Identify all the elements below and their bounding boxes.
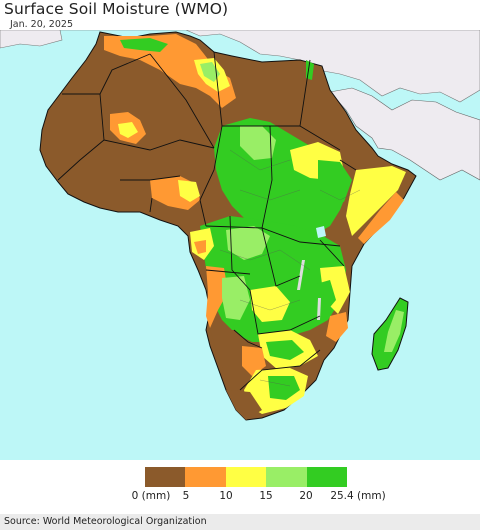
north-coast-green bbox=[120, 38, 168, 52]
north-coast-orange bbox=[104, 34, 236, 108]
source-footer: Source: World Meteorological Organizatio… bbox=[0, 514, 480, 530]
sudan-light-green bbox=[240, 126, 276, 160]
map-date: Jan. 20, 2025 bbox=[10, 19, 73, 30]
south-africa-green bbox=[268, 376, 300, 400]
ethiopia-green bbox=[318, 160, 352, 202]
gabon-orange bbox=[194, 240, 206, 254]
legend-tick-0: 0 (mm) bbox=[131, 490, 171, 502]
legend-tick-20: 20 bbox=[299, 490, 313, 502]
zimbabwe-green bbox=[266, 340, 304, 360]
lake-victoria bbox=[316, 226, 326, 238]
legend-swatch-20-25 bbox=[306, 467, 348, 487]
mozambique-orange bbox=[326, 312, 348, 342]
legend-swatch-0-5 bbox=[145, 467, 186, 487]
soil-moisture-map bbox=[0, 30, 480, 460]
namibia-dry bbox=[210, 330, 248, 390]
legend-color-bar bbox=[145, 467, 348, 487]
lake-tanganyika bbox=[297, 260, 305, 290]
congo-light-green bbox=[226, 226, 270, 260]
tanzania-green bbox=[316, 280, 336, 312]
legend-ticks: 0 (mm) 5 10 15 20 25.4 (mm) bbox=[0, 490, 480, 504]
legend-swatch-5-10 bbox=[185, 467, 226, 487]
lake-malawi bbox=[317, 298, 321, 320]
legend-tick-10: 10 bbox=[219, 490, 233, 502]
somalia-orange-coast bbox=[358, 192, 404, 244]
somalia-yellow bbox=[346, 166, 406, 236]
madagascar-east-moist bbox=[384, 310, 404, 352]
admin-borders bbox=[219, 149, 361, 387]
botswana-orange bbox=[242, 346, 266, 376]
legend-tick-15: 15 bbox=[259, 490, 273, 502]
zambia-yellow bbox=[250, 286, 290, 322]
iberia bbox=[0, 30, 63, 49]
angola-light-green bbox=[222, 276, 250, 320]
country-borders bbox=[57, 51, 357, 391]
south-africa-dry bbox=[226, 390, 262, 420]
legend-tick-25: 25.4 (mm) bbox=[330, 490, 386, 502]
nigeria-yellow bbox=[178, 180, 200, 202]
legend-tick-5: 5 bbox=[182, 490, 190, 502]
europe-landmass bbox=[0, 30, 480, 103]
map-title: Surface Soil Moisture (WMO) bbox=[4, 0, 229, 18]
legend-swatch-10-15 bbox=[225, 467, 267, 487]
arabian-peninsula bbox=[329, 87, 480, 181]
legend-swatch-15-20 bbox=[266, 467, 307, 487]
mali-yellow-patch bbox=[118, 122, 138, 138]
libya-green-patch bbox=[200, 62, 220, 82]
source-text: Source: World Meteorological Organizatio… bbox=[4, 516, 207, 527]
